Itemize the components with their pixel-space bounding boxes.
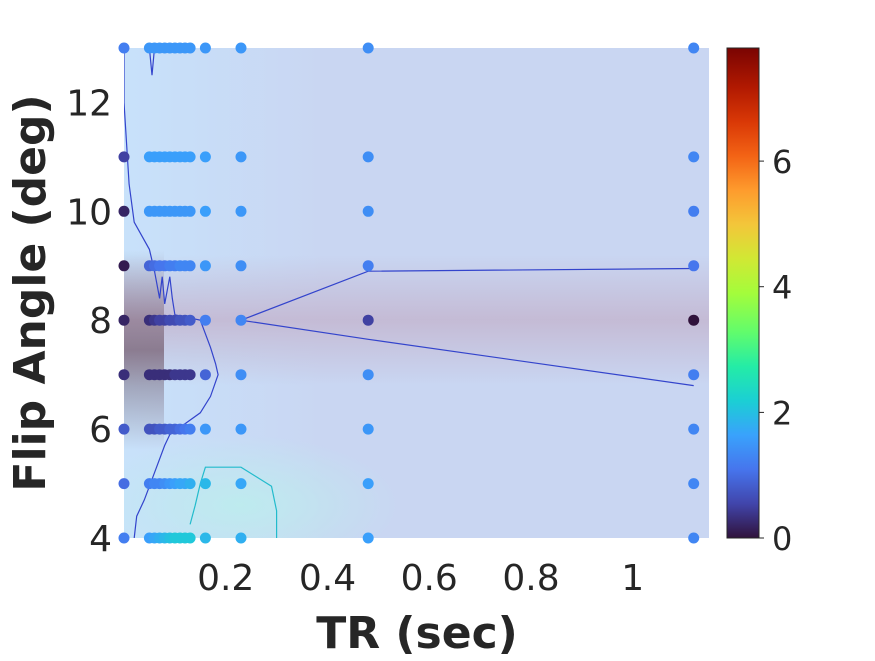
scatter-point bbox=[199, 478, 211, 490]
scatter-points bbox=[118, 42, 700, 544]
mauve-band bbox=[124, 255, 709, 385]
scatter-point bbox=[235, 42, 247, 54]
colorbar-ticks: 0 2 4 6 bbox=[759, 143, 792, 558]
scatter-point bbox=[688, 151, 700, 163]
scatter-point bbox=[118, 314, 130, 326]
scatter-point bbox=[235, 260, 247, 272]
scatter-point bbox=[199, 42, 211, 54]
x-axis-label: TR (sec) bbox=[316, 608, 518, 656]
y-tick-label: 4 bbox=[89, 519, 112, 560]
scatter-point bbox=[184, 314, 196, 326]
scatter-point bbox=[688, 260, 700, 272]
scatter-point bbox=[235, 205, 247, 217]
scatter-point bbox=[235, 369, 247, 381]
scatter-point bbox=[362, 532, 374, 544]
scatter-point bbox=[184, 205, 196, 217]
scatter-point bbox=[199, 151, 211, 163]
y-axis-ticks: 4 6 8 10 12 bbox=[66, 83, 112, 560]
scatter-point bbox=[688, 532, 700, 544]
colorbar-tick-label: 4 bbox=[772, 269, 792, 307]
scatter-point bbox=[688, 478, 700, 490]
scatter-point bbox=[184, 478, 196, 490]
scatter-point bbox=[362, 369, 374, 381]
x-tick-label: 0.6 bbox=[401, 558, 458, 599]
scatter-point bbox=[184, 260, 196, 272]
y-tick-label: 8 bbox=[89, 301, 112, 342]
scatter-point bbox=[362, 205, 374, 217]
dark-left-stripe bbox=[124, 250, 164, 450]
y-tick-label: 12 bbox=[66, 83, 112, 124]
scatter-point bbox=[118, 423, 130, 435]
scatter-point bbox=[688, 369, 700, 381]
scatter-point bbox=[199, 532, 211, 544]
scatter-point bbox=[362, 423, 374, 435]
y-tick-label: 6 bbox=[89, 410, 112, 451]
scatter-point bbox=[235, 478, 247, 490]
scatter-point bbox=[688, 423, 700, 435]
x-tick-label: 0.2 bbox=[197, 558, 254, 599]
x-axis-ticks: 0.2 0.4 0.6 0.8 1 bbox=[197, 558, 644, 599]
scatter-point bbox=[199, 205, 211, 217]
low-cyan-region bbox=[124, 435, 400, 538]
y-axis-label: Flip Angle (deg) bbox=[5, 94, 56, 491]
scatter-point bbox=[118, 151, 130, 163]
colorbar-tick-label: 2 bbox=[772, 394, 792, 432]
colorbar: 0 2 4 6 bbox=[726, 47, 792, 558]
scatter-point bbox=[688, 314, 700, 326]
scatter-point bbox=[118, 478, 130, 490]
scatter-point bbox=[118, 205, 130, 217]
scatter-point bbox=[235, 423, 247, 435]
scatter-point bbox=[199, 260, 211, 272]
scatter-point bbox=[688, 42, 700, 54]
scatter-point bbox=[199, 423, 211, 435]
contour-line bbox=[148, 48, 156, 76]
colorbar-tick-label: 0 bbox=[772, 520, 792, 558]
scatter-point bbox=[184, 369, 196, 381]
colorbar-tick-label: 6 bbox=[772, 143, 792, 181]
colorbar-gradient bbox=[726, 47, 760, 539]
scatter-point bbox=[362, 151, 374, 163]
x-tick-label: 1 bbox=[621, 558, 644, 599]
scatter-point bbox=[184, 532, 196, 544]
scatter-point bbox=[184, 151, 196, 163]
scatter-point bbox=[362, 314, 374, 326]
scatter-point bbox=[362, 42, 374, 54]
scatter-point bbox=[235, 151, 247, 163]
contour-line bbox=[189, 466, 278, 538]
scatter-point bbox=[118, 532, 130, 544]
scatter-point bbox=[235, 314, 247, 326]
scatter-point bbox=[118, 42, 130, 54]
scatter-point bbox=[118, 260, 130, 272]
scatter-point bbox=[199, 369, 211, 381]
scatter-point bbox=[688, 205, 700, 217]
scatter-point bbox=[199, 314, 211, 326]
scatter-point bbox=[118, 369, 130, 381]
x-tick-label: 0.4 bbox=[299, 558, 356, 599]
scatter-point bbox=[362, 478, 374, 490]
scatter-point bbox=[184, 42, 196, 54]
y-tick-label: 10 bbox=[66, 192, 112, 233]
scatter-point bbox=[362, 260, 374, 272]
scatter-point bbox=[235, 532, 247, 544]
scatter-point bbox=[184, 423, 196, 435]
x-tick-label: 0.8 bbox=[502, 558, 559, 599]
